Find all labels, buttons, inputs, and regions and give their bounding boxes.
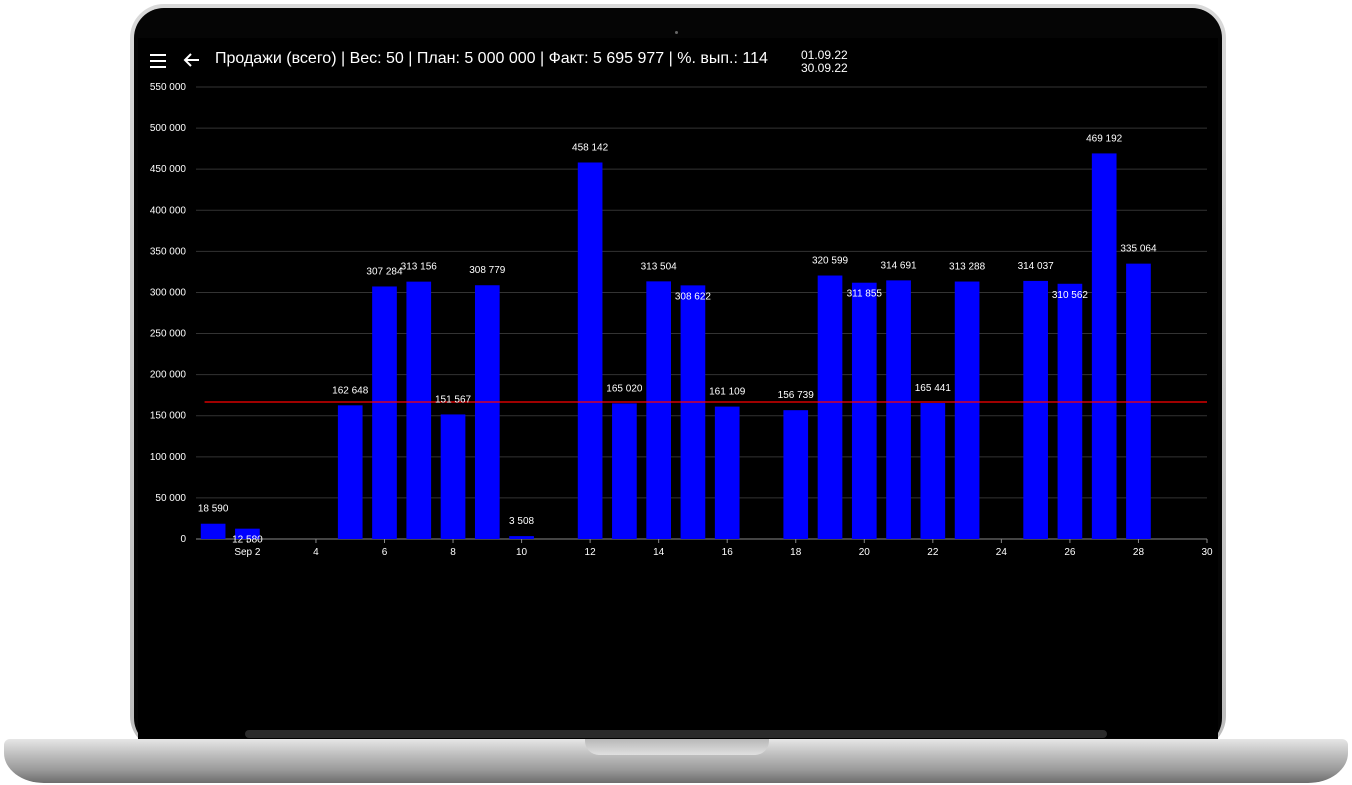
bar [817, 275, 843, 539]
sales-bar-chart: 0 50 000 100 000 150 000 200 000 250 000 300 0… [150, 82, 1213, 558]
x-tick-label: 30 [1201, 547, 1213, 558]
bar [337, 405, 363, 539]
bar [440, 414, 466, 539]
bar [372, 286, 397, 539]
arrow-left-icon[interactable] [182, 50, 202, 70]
x-tick-label: 28 [1133, 547, 1145, 558]
bar-value-label: 18 590 [198, 504, 229, 515]
y-tick-label: 50 000 [155, 493, 186, 504]
bar [714, 406, 740, 539]
bar-value-label: 310 562 [1052, 290, 1089, 301]
y-tick-label: 150 000 [150, 411, 187, 422]
bar [474, 285, 500, 539]
bar [783, 410, 809, 539]
bar-value-label: 314 037 [1018, 261, 1055, 272]
bar-value-label: 307 284 [366, 266, 403, 277]
bar [577, 162, 603, 539]
bar [235, 528, 260, 539]
bar-value-label: 311 855 [847, 289, 883, 300]
x-tick-label: 8 [450, 547, 456, 558]
bar [612, 403, 637, 539]
x-tick-label: 20 [859, 547, 871, 558]
x-tick-label: Sep 2 [234, 547, 261, 558]
bar-value-label: 320 599 [812, 256, 849, 267]
bar [406, 281, 432, 539]
x-tick-label: 18 [790, 547, 802, 558]
toolbar: Продажи (всего) | Вес: 50 | План: 5 000 … [138, 38, 1218, 86]
bar [680, 285, 706, 539]
bar-value-label: 3 508 [509, 516, 534, 527]
bar [886, 280, 911, 539]
y-tick-label: 500 000 [150, 123, 187, 134]
date-from[interactable]: 01.09.22 [801, 48, 848, 62]
bar [954, 281, 980, 539]
bar-value-label: 469 192 [1086, 133, 1123, 144]
bar [200, 523, 226, 539]
bar-value-label: 12 580 [232, 535, 263, 546]
bar-value-label: 308 779 [469, 265, 506, 276]
bar [1126, 263, 1151, 539]
menu-icon[interactable] [150, 54, 166, 68]
bar [1057, 283, 1083, 539]
bar-value-label: 313 156 [401, 262, 438, 273]
y-tick-label: 0 [180, 534, 186, 545]
bar [920, 403, 946, 539]
bar-value-label: 335 064 [1120, 244, 1157, 255]
y-tick-label: 400 000 [150, 205, 187, 216]
y-tick-label: 450 000 [150, 164, 187, 175]
bar [1023, 280, 1048, 539]
y-tick-label: 200 000 [150, 370, 187, 381]
bar-value-label: 156 739 [778, 390, 815, 401]
bar-value-label: 313 288 [949, 262, 986, 273]
bar [509, 536, 534, 539]
y-tick-label: 250 000 [150, 329, 187, 340]
y-tick-label: 100 000 [150, 452, 187, 463]
x-tick-label: 4 [313, 547, 319, 558]
bar-value-label: 308 622 [675, 291, 712, 302]
laptop-notch [585, 739, 769, 755]
y-tick-label: 350 000 [150, 246, 187, 257]
x-tick-label: 10 [516, 547, 528, 558]
bar-value-label: 458 142 [572, 142, 609, 153]
bar-value-label: 165 441 [915, 383, 952, 394]
bar [1091, 153, 1117, 539]
app-screen: Продажи (всего) | Вес: 50 | План: 5 000 … [138, 38, 1218, 642]
bar-value-label: 162 648 [332, 385, 369, 396]
x-tick-label: 12 [585, 547, 597, 558]
x-tick-label: 14 [653, 547, 665, 558]
x-tick-label: 22 [927, 547, 939, 558]
y-tick-label: 550 000 [150, 82, 187, 93]
bar-value-label: 314 691 [880, 260, 917, 271]
bar-value-label: 161 109 [709, 387, 746, 398]
bar [851, 282, 877, 539]
camera-icon [675, 31, 678, 34]
date-to[interactable]: 30.09.22 [801, 61, 848, 75]
x-tick-label: 24 [996, 547, 1008, 558]
horizontal-scrollbar[interactable] [245, 730, 1107, 738]
bar-value-label: 165 020 [606, 383, 643, 394]
x-tick-label: 26 [1064, 547, 1076, 558]
bar-value-label: 151 567 [435, 394, 472, 405]
page-title: Продажи (всего) | Вес: 50 | План: 5 000 … [215, 50, 768, 67]
bar [646, 281, 671, 539]
x-tick-label: 6 [382, 547, 388, 558]
bar-value-label: 313 504 [641, 261, 678, 272]
screen-empty-area [138, 642, 1218, 740]
x-tick-label: 16 [722, 547, 734, 558]
y-tick-label: 300 000 [150, 287, 187, 298]
